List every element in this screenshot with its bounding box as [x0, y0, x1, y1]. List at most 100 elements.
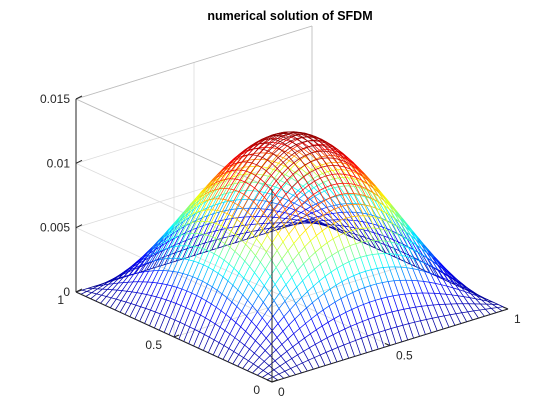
mesh-xline-4-22	[183, 273, 188, 274]
mesh-xline-14-20	[252, 163, 257, 165]
mesh-yline-18-2	[196, 298, 202, 312]
mesh-yline-30-30	[302, 177, 308, 182]
mesh-yline-6-16	[337, 265, 343, 268]
mesh-xline-22-3	[382, 283, 387, 298]
mesh-yline-32-2	[127, 282, 133, 291]
mesh-yline-18-4	[207, 270, 213, 284]
mesh-xline-4-3	[276, 350, 281, 356]
mesh-xline-29-3	[424, 281, 429, 293]
mesh-yline-3-10	[316, 326, 322, 330]
mesh-xline-2-24	[161, 298, 166, 300]
mesh-yline-7-3	[255, 332, 261, 340]
mesh-yline-3-5	[287, 347, 293, 352]
mesh-xline-31-2	[440, 294, 445, 304]
mesh-xline-1-23	[160, 314, 165, 316]
mesh-xline-5-11	[243, 295, 248, 300]
mesh-yline-2-17	[363, 319, 369, 321]
mesh-yline-7-12	[309, 269, 315, 275]
mesh-yline-27-3	[157, 271, 163, 283]
mesh-yline-19-12	[250, 176, 256, 185]
mesh-xline-1-7	[239, 355, 244, 358]
mesh-xline-31-28	[313, 176, 318, 179]
mesh-yline-22-4	[188, 261, 194, 275]
mesh-yline-26-2	[156, 284, 162, 297]
mesh-yline-11-8	[265, 259, 271, 269]
mesh-xline-31-34	[283, 200, 288, 205]
mesh-yline-20-1	[180, 308, 186, 323]
mesh-yline-12-1	[219, 331, 225, 343]
mesh-xline-26-0	[421, 321, 426, 335]
mesh-yline-8-9	[286, 277, 292, 284]
mesh-xline-13-6	[314, 269, 319, 281]
mesh-xline-10-9	[282, 259, 287, 268]
mesh-xline-3-6	[255, 341, 260, 346]
mesh-yline-13-21	[332, 174, 338, 175]
mesh-xline-24-3	[394, 281, 399, 295]
mesh-yline-3-17	[358, 304, 364, 306]
mesh-xline-5-6	[267, 324, 272, 331]
mesh-xline-2-4	[259, 357, 264, 361]
mesh-yline-18-0	[184, 327, 190, 342]
mesh-xline-11-0	[332, 350, 337, 362]
mesh-yline-5-2	[259, 351, 265, 358]
y-tick-label-0: 0	[253, 383, 260, 397]
mesh-yline-39-1	[87, 289, 93, 292]
mesh-xline-3-7	[251, 336, 256, 341]
mesh-xline-20-1	[380, 315, 385, 330]
mesh-yline-1-32	[456, 313, 462, 314]
mesh-yline-1-7	[308, 358, 314, 361]
z-tick-label-0: 0	[63, 285, 70, 299]
mesh-xline-2-29	[137, 293, 142, 294]
mesh-xline-18-3	[359, 290, 364, 305]
mesh-yline-33-2	[122, 282, 128, 290]
mesh-xline-33-1	[457, 304, 462, 313]
mesh-xline-22-31	[245, 166, 250, 174]
mesh-xline-7-13	[245, 261, 250, 267]
mesh-xline-24-38	[223, 228, 228, 238]
mesh-yline-3-31	[440, 294, 446, 295]
mesh-xline-32-1	[451, 304, 456, 314]
mesh-xline-22-5	[372, 255, 377, 269]
mesh-xline-7-11	[255, 273, 260, 279]
mesh-xline-6-12	[244, 278, 249, 284]
mesh-xline-12-18	[250, 185, 255, 188]
mesh-xline-6-2	[293, 347, 298, 355]
mesh-xline-2-8	[240, 341, 245, 345]
mesh-xline-2-6	[250, 349, 255, 353]
mesh-yline-31-0	[120, 302, 126, 312]
mesh-xline-4-18	[203, 281, 208, 284]
mesh-xline-4-1	[286, 362, 291, 368]
mesh-xline-4-14	[222, 294, 227, 298]
mesh-xline-3-25	[162, 284, 167, 285]
mesh-xline-3-13	[221, 311, 226, 315]
mesh-xline-6-15	[229, 264, 234, 268]
mesh-xline-28-5	[408, 257, 413, 269]
mesh-yline-7-9	[291, 287, 297, 294]
mesh-xline-1-17	[190, 327, 195, 329]
x-tick-label-0: 0	[278, 385, 285, 399]
mesh-yline-8-2	[245, 336, 251, 345]
mesh-yline-2-23	[398, 309, 404, 310]
mesh-xline-32-26	[329, 179, 334, 180]
mesh-yline-5-17	[348, 276, 354, 279]
mesh-yline-6-21	[367, 255, 373, 256]
mesh-yline-7-1	[244, 349, 250, 358]
mesh-yline-6-17	[343, 262, 349, 265]
mesh-xline-1-20	[175, 320, 180, 322]
mesh-yline-3-13	[334, 315, 340, 318]
mesh-xline-11-9	[288, 251, 293, 260]
mesh-xline-11-5	[308, 292, 313, 303]
mesh-yline-28-2	[147, 282, 153, 294]
mesh-yline-33-30	[287, 192, 293, 195]
mesh-yline-4-10	[311, 314, 317, 319]
mesh-yline-20-0	[174, 322, 180, 337]
mesh-xline-2-11	[225, 331, 230, 335]
mesh-xline-1-5	[249, 361, 254, 364]
mesh-yline-28-3	[153, 271, 159, 283]
mesh-yline-1-1	[273, 374, 279, 377]
mesh-xline-13-4	[324, 293, 329, 306]
mesh-xline-4-25	[168, 271, 173, 272]
mesh-xline-14-6	[320, 264, 325, 276]
mesh-yline-3-3	[275, 356, 281, 361]
mesh-xline-30-3	[429, 282, 434, 293]
